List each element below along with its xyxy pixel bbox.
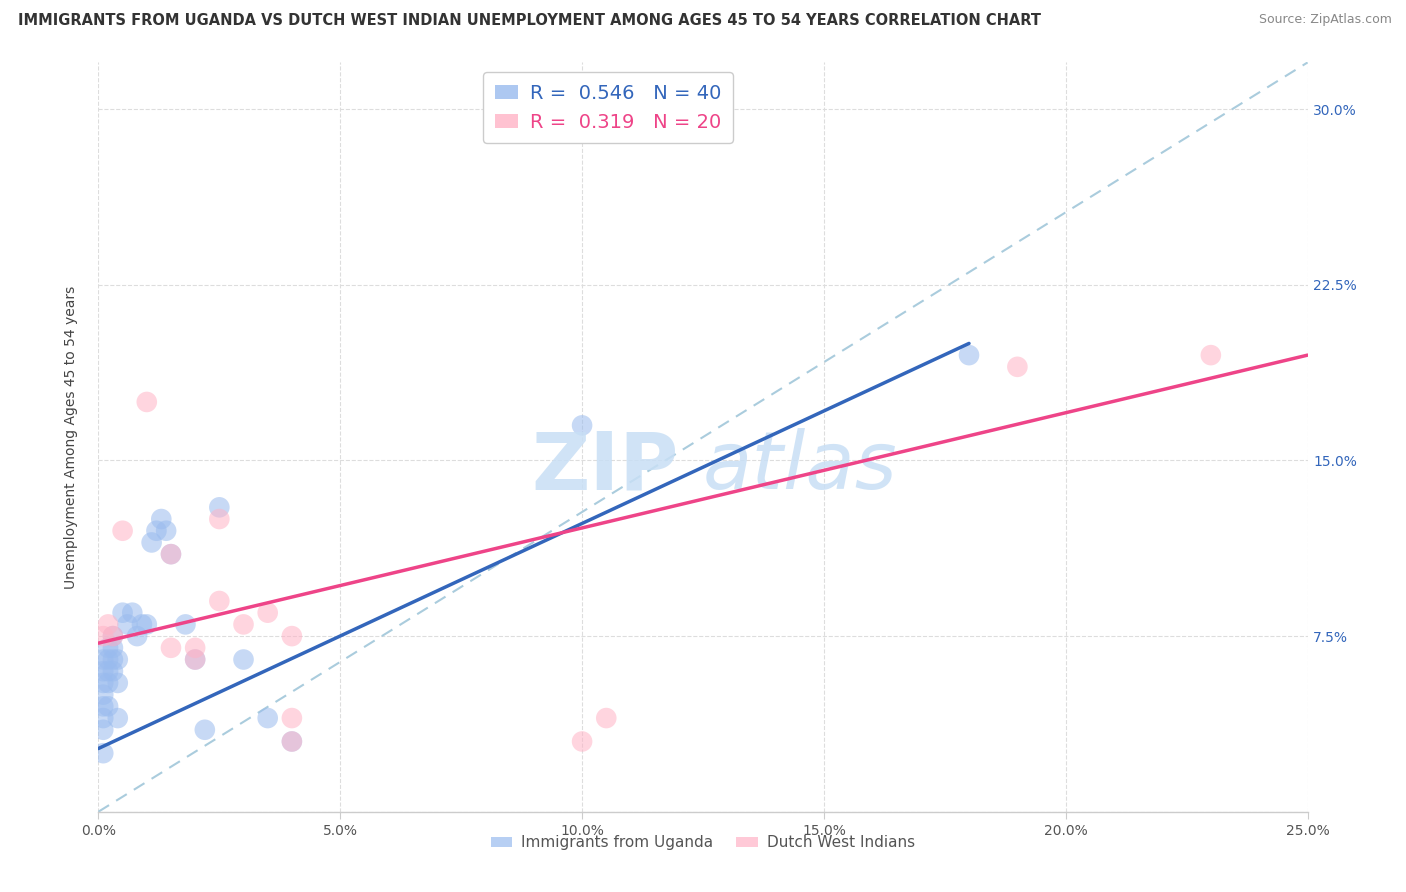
Point: [101, 629, 124, 643]
Point: [135, 395, 157, 409]
Point: [97, 652, 120, 666]
Point: [107, 711, 129, 725]
Point: [174, 617, 197, 632]
Point: [91, 676, 114, 690]
Point: [256, 711, 278, 725]
Y-axis label: Unemployment Among Ages 45 to 54 years: Unemployment Among Ages 45 to 54 years: [63, 285, 77, 589]
Point: [208, 512, 231, 526]
Point: [1199, 348, 1222, 362]
Point: [97, 640, 120, 655]
Legend: Immigrants from Uganda, Dutch West Indians: Immigrants from Uganda, Dutch West India…: [485, 830, 921, 856]
Point: [107, 676, 129, 690]
Point: [127, 629, 149, 643]
Point: [111, 524, 134, 538]
Point: [571, 418, 593, 433]
Point: [111, 606, 134, 620]
Text: ZIP: ZIP: [531, 428, 679, 506]
Point: [571, 734, 593, 748]
Point: [101, 629, 124, 643]
Point: [184, 652, 207, 666]
Point: [91, 746, 114, 760]
Text: atlas: atlas: [703, 428, 898, 506]
Point: [281, 629, 304, 643]
Point: [141, 535, 163, 549]
Point: [97, 664, 120, 679]
Point: [91, 652, 114, 666]
Point: [101, 652, 124, 666]
Point: [91, 699, 114, 714]
Point: [150, 512, 173, 526]
Point: [107, 652, 129, 666]
Text: Source: ZipAtlas.com: Source: ZipAtlas.com: [1258, 13, 1392, 27]
Point: [155, 524, 177, 538]
Point: [135, 617, 157, 632]
Point: [160, 640, 183, 655]
Point: [97, 676, 120, 690]
Point: [184, 652, 207, 666]
Point: [194, 723, 217, 737]
Point: [117, 617, 139, 632]
Point: [160, 547, 183, 561]
Point: [184, 640, 207, 655]
Point: [1007, 359, 1029, 374]
Point: [281, 734, 304, 748]
Point: [957, 348, 980, 362]
Point: [281, 734, 304, 748]
Point: [91, 664, 114, 679]
Point: [232, 617, 254, 632]
Point: [97, 617, 120, 632]
Point: [101, 664, 124, 679]
Point: [91, 688, 114, 702]
Point: [208, 594, 231, 608]
Point: [91, 629, 114, 643]
Text: IMMIGRANTS FROM UGANDA VS DUTCH WEST INDIAN UNEMPLOYMENT AMONG AGES 45 TO 54 YEA: IMMIGRANTS FROM UGANDA VS DUTCH WEST IND…: [18, 13, 1042, 29]
Point: [97, 699, 120, 714]
Point: [131, 617, 153, 632]
Point: [595, 711, 617, 725]
Point: [121, 606, 143, 620]
Point: [91, 723, 114, 737]
Point: [145, 524, 167, 538]
Point: [281, 711, 304, 725]
Point: [101, 640, 124, 655]
Point: [91, 711, 114, 725]
Point: [208, 500, 231, 515]
Point: [232, 652, 254, 666]
Point: [160, 547, 183, 561]
Point: [256, 606, 278, 620]
